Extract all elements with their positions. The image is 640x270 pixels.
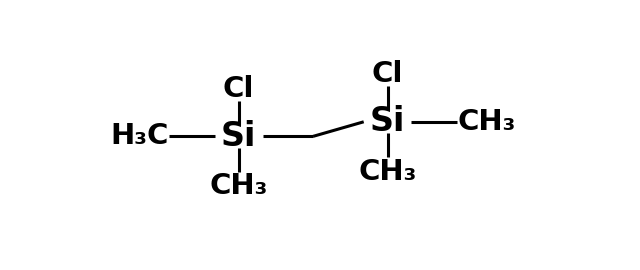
Text: Cl: Cl bbox=[223, 75, 255, 103]
Text: H₃C: H₃C bbox=[110, 122, 169, 150]
Text: CH₃: CH₃ bbox=[458, 108, 516, 136]
Text: CH₃: CH₃ bbox=[209, 172, 268, 200]
Text: Cl: Cl bbox=[372, 60, 403, 88]
Text: Si: Si bbox=[370, 105, 405, 138]
Text: CH₃: CH₃ bbox=[358, 158, 417, 186]
Text: Si: Si bbox=[221, 120, 257, 153]
